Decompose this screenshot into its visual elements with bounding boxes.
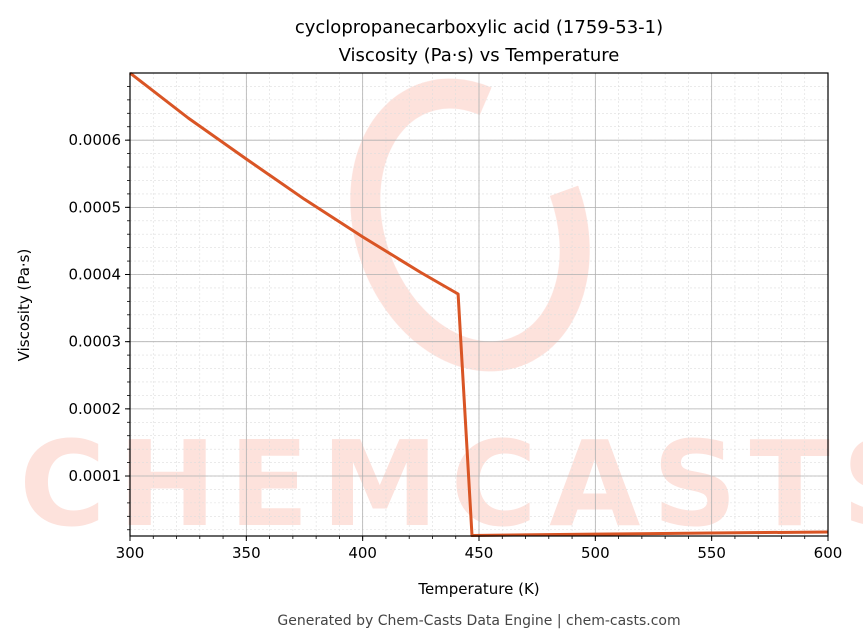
x-tick-label: 550	[697, 544, 726, 562]
watermark-logo: CHEMCASTS	[19, 78, 863, 553]
footer-credit: Generated by Chem-Casts Data Engine | ch…	[277, 613, 680, 629]
x-tick-label: 400	[348, 544, 377, 562]
x-axis-label: Temperature (K)	[417, 580, 539, 598]
y-tick-label: 0.0002	[69, 400, 122, 418]
x-tick-label: 350	[232, 544, 261, 562]
y-tick-label: 0.0004	[69, 266, 122, 284]
chart-title: cyclopropanecarboxylic acid (1759-53-1)	[295, 17, 663, 38]
y-tick-label: 0.0001	[69, 467, 122, 485]
grid	[129, 73, 829, 536]
x-tick-label: 450	[465, 544, 494, 562]
x-tick-label: 600	[814, 544, 843, 562]
series-layer	[129, 71, 829, 537]
y-tick-label: 0.0005	[69, 198, 122, 216]
y-tick-label: 0.0006	[69, 131, 122, 149]
viscosity-line	[129, 71, 829, 537]
ticks: 300 350 400 450 500 550 600 0.0001 0.0002 0.0003 0…	[69, 86, 843, 562]
y-axis-label: Viscosity (Pa·s)	[15, 249, 33, 362]
x-tick-label: 500	[581, 544, 610, 562]
y-tick-label: 0.0003	[69, 333, 122, 351]
chart-subtitle: Viscosity (Pa·s) vs Temperature	[339, 45, 620, 66]
x-tick-label: 300	[116, 544, 145, 562]
